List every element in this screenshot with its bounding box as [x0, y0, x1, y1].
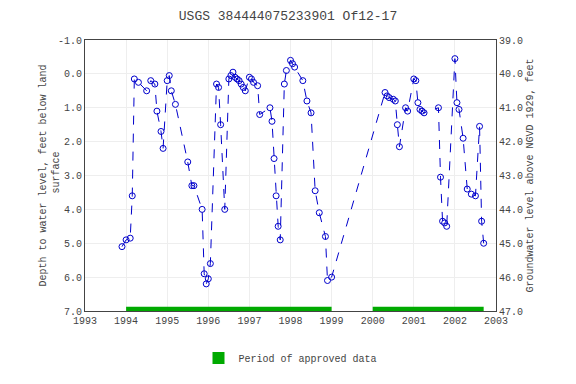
svg-text:43.0: 43.0: [499, 171, 523, 182]
svg-text:2002: 2002: [443, 316, 467, 327]
svg-text:42.0: 42.0: [499, 137, 523, 148]
svg-text:USGS 384444075233901 Of12-17: USGS 384444075233901 Of12-17: [179, 9, 397, 24]
svg-text:1998: 1998: [278, 316, 302, 327]
svg-text:0.0: 0.0: [64, 69, 82, 80]
svg-text:40.0: 40.0: [499, 69, 523, 80]
svg-text:1993: 1993: [73, 316, 97, 327]
svg-text:1994: 1994: [114, 316, 138, 327]
svg-text:2003: 2003: [484, 316, 508, 327]
svg-text:44.0: 44.0: [499, 205, 523, 216]
svg-text:1995: 1995: [155, 316, 179, 327]
svg-text:46.0: 46.0: [499, 273, 523, 284]
svg-text:41.0: 41.0: [499, 103, 523, 114]
svg-text:7.0: 7.0: [64, 307, 82, 318]
svg-text:1.0: 1.0: [64, 103, 82, 114]
svg-text:Groundwater level above NGVD 1: Groundwater level above NGVD 1929, feet: [525, 58, 536, 292]
svg-text:39.0: 39.0: [499, 36, 523, 47]
svg-text:2001: 2001: [402, 316, 426, 327]
svg-text:3.0: 3.0: [64, 171, 82, 182]
svg-text:47.0: 47.0: [499, 307, 523, 318]
svg-text:Depth to water level, feet bel: Depth to water level, feet below land su…: [38, 64, 62, 286]
svg-text:6.0: 6.0: [64, 273, 82, 284]
svg-text:4.0: 4.0: [64, 205, 82, 216]
svg-text:-1.0: -1.0: [58, 36, 82, 47]
svg-text:2000: 2000: [361, 316, 385, 327]
svg-text:Period of approved data: Period of approved data: [239, 354, 377, 365]
svg-text:1997: 1997: [237, 316, 261, 327]
svg-text:1996: 1996: [196, 316, 220, 327]
svg-text:5.0: 5.0: [64, 239, 82, 250]
svg-text:1999: 1999: [320, 316, 344, 327]
svg-text:45.0: 45.0: [499, 239, 523, 250]
svg-text:2.0: 2.0: [64, 137, 82, 148]
